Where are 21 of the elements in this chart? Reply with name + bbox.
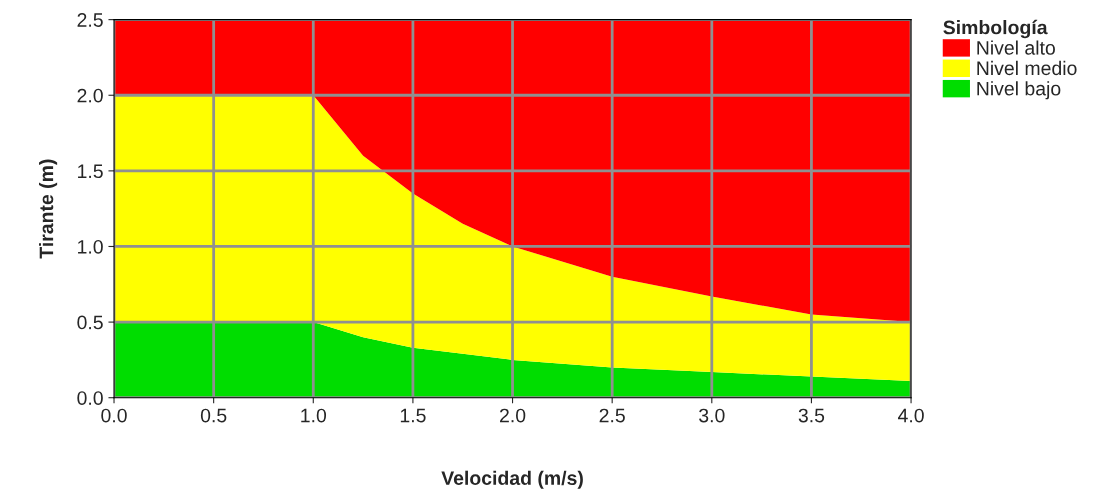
x-tick-label: 0.5	[200, 408, 227, 423]
y-tick-label: 2.5	[77, 13, 103, 27]
legend-label: Nivel bajo	[977, 81, 1061, 100]
x-tick-label: 1.0	[301, 408, 327, 423]
x-tick-label: 1.5	[400, 408, 426, 423]
y-tick-label: 0.0	[77, 391, 103, 405]
legend-title: Simbología	[943, 19, 1048, 39]
x-tick-label: 0.0	[101, 408, 127, 423]
y-tick-label: 0.5	[77, 315, 103, 330]
y-tick-label: 2.0	[77, 88, 103, 103]
legend-label: Nivel alto	[977, 40, 1055, 55]
x-tick-label: 3.5	[798, 408, 825, 423]
x-tick-label: 3.0	[699, 408, 725, 423]
y-tick-label: 1.0	[78, 239, 103, 254]
x-axis-title: Velocidad (m/s)	[441, 470, 583, 489]
x-tick-label: 2.5	[599, 408, 625, 423]
y-tick-label: 1.5	[78, 164, 103, 179]
y-axis-title: Tirante (m)	[39, 159, 58, 259]
x-tick-label: 4.0	[897, 408, 924, 423]
x-tick-label: 2.0	[500, 408, 526, 423]
legend-label: Nivel medio	[977, 60, 1077, 76]
